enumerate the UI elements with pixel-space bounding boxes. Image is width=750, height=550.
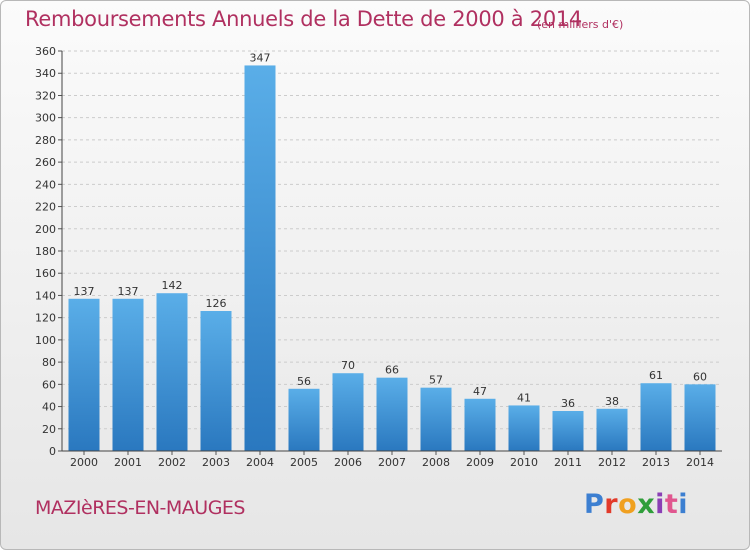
data-label: 61 xyxy=(649,369,663,382)
bars xyxy=(68,65,716,451)
data-label: 70 xyxy=(341,359,355,372)
x-tick-label: 2012 xyxy=(598,456,626,469)
x-tick-label: 2000 xyxy=(70,456,98,469)
data-label: 36 xyxy=(561,397,575,410)
x-tick-label: 2006 xyxy=(334,456,362,469)
bar xyxy=(684,384,716,451)
logo-letter: i xyxy=(678,489,689,520)
y-tick-label: 360 xyxy=(35,45,56,58)
logo-letter: o xyxy=(618,489,638,520)
y-tick-label: 40 xyxy=(42,401,56,414)
y-tick-label: 200 xyxy=(35,223,56,236)
bar xyxy=(464,398,496,451)
bar xyxy=(288,388,320,451)
proxiti-logo: Proxiti xyxy=(584,489,688,520)
y-tick-label: 320 xyxy=(35,89,56,102)
data-label: 41 xyxy=(517,391,531,404)
x-tick-label: 2010 xyxy=(510,456,538,469)
y-tick-label: 300 xyxy=(35,112,56,125)
bar xyxy=(640,383,672,451)
logo-letter: x xyxy=(637,489,656,520)
y-tick-label: 120 xyxy=(35,312,56,325)
x-tick-label: 2002 xyxy=(158,456,186,469)
x-tick-label: 2004 xyxy=(246,456,274,469)
x-tick-label: 2013 xyxy=(642,456,670,469)
y-tick-label: 220 xyxy=(35,201,56,214)
y-tick-label: 340 xyxy=(35,67,56,80)
x-axis-ticks: 2000 2001 2002 2003 2004 2005 2006 2007 2008 2009… xyxy=(70,451,714,469)
x-tick-label: 2001 xyxy=(114,456,142,469)
y-tick-label: 180 xyxy=(35,245,56,258)
bar xyxy=(508,405,540,451)
bar xyxy=(244,65,276,451)
y-tick-label: 20 xyxy=(42,423,56,436)
x-tick-label: 2008 xyxy=(422,456,450,469)
y-tick-label: 60 xyxy=(42,378,56,391)
logo-letter: P xyxy=(584,489,605,520)
bar xyxy=(112,298,144,451)
y-tick-label: 160 xyxy=(35,267,56,280)
data-label: 142 xyxy=(162,279,183,292)
data-label: 137 xyxy=(118,285,139,298)
bar xyxy=(200,311,232,451)
y-axis-ticks: 0 20 40 60 80 100 120 140 160 180 200 220 240 260 280 3… xyxy=(35,45,62,458)
axes xyxy=(61,51,722,452)
y-tick-label: 140 xyxy=(35,289,56,302)
data-label: 347 xyxy=(250,51,271,64)
data-labels: 137 137 142 126 347 56 70 66 57 47 41 36 38 61 60 xyxy=(74,51,708,410)
logo-letter: i xyxy=(655,489,665,520)
logo-letter: r xyxy=(604,489,619,520)
y-tick-label: 80 xyxy=(42,356,56,369)
logo-letter: t xyxy=(664,489,679,520)
bar xyxy=(68,298,100,451)
bar xyxy=(332,373,364,451)
data-label: 56 xyxy=(297,375,311,388)
x-tick-label: 2011 xyxy=(554,456,582,469)
data-label: 60 xyxy=(693,370,707,383)
bar xyxy=(552,411,584,451)
y-tick-label: 280 xyxy=(35,134,56,147)
data-label: 38 xyxy=(605,395,619,408)
y-tick-label: 0 xyxy=(49,445,56,458)
y-tick-label: 260 xyxy=(35,156,56,169)
x-tick-label: 2007 xyxy=(378,456,406,469)
x-tick-label: 2003 xyxy=(202,456,230,469)
data-label: 66 xyxy=(385,364,399,377)
unit-note: (en milliers d'€) xyxy=(537,18,624,31)
x-tick-label: 2005 xyxy=(290,456,318,469)
y-tick-label: 100 xyxy=(35,334,56,347)
bar xyxy=(376,377,408,451)
bar xyxy=(420,387,452,451)
data-label: 47 xyxy=(473,385,487,398)
data-label: 137 xyxy=(74,285,95,298)
y-tick-label: 240 xyxy=(35,178,56,191)
bar xyxy=(596,408,628,451)
x-tick-label: 2009 xyxy=(466,456,494,469)
bar xyxy=(156,293,188,451)
data-label: 57 xyxy=(429,374,443,387)
data-label: 126 xyxy=(206,297,227,310)
town-name: MAZIèRES-EN-MAUGES xyxy=(35,497,245,519)
chart-title: Remboursements Annuels de la Dette de 20… xyxy=(25,7,582,31)
x-tick-label: 2014 xyxy=(686,456,714,469)
